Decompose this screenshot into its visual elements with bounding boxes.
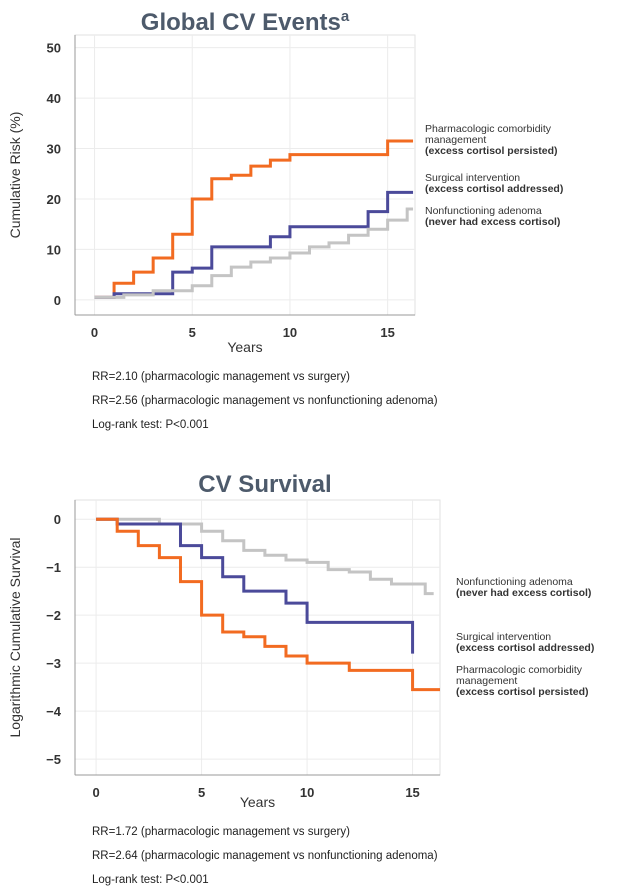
legend-entry: Pharmacologic comorbidity management (exc… — [456, 665, 588, 698]
title-text: CV Survival — [198, 471, 331, 498]
legend-note: (excess cortisol persisted) — [425, 145, 558, 157]
step-line — [96, 517, 440, 692]
y-tick-label: 50 — [47, 41, 61, 56]
footnote: RR=2.64 (pharmacologic management vs non… — [92, 850, 438, 862]
x-tick-label: 10 — [300, 785, 314, 800]
title-superscript: a — [341, 8, 350, 25]
y-tick-label: 40 — [47, 91, 61, 106]
y-tick-label: −3 — [46, 656, 61, 671]
step-line — [96, 517, 415, 654]
legend-entry: Nonfunctioning adenoma (never had excess … — [425, 206, 560, 228]
footnote: Log-rank test: P<0.001 — [92, 419, 209, 431]
y-tick-label: 30 — [47, 142, 61, 157]
y-tick-label: −4 — [46, 704, 62, 719]
y-tick-label: −5 — [46, 752, 61, 767]
legend-note: (never had excess cortisol) — [456, 587, 592, 599]
x-axis-label: Years — [240, 794, 275, 810]
step-line — [94, 190, 414, 299]
footnote: Log-rank test: P<0.001 — [92, 874, 209, 886]
legend-name: Surgical intervention — [425, 172, 521, 184]
legend-entry: Surgical intervention (excess cortisol ad… — [425, 173, 563, 195]
title-text: Global CV Events — [141, 9, 341, 36]
y-tick-label: 0 — [54, 293, 61, 308]
legend-entry: Surgical intervention (excess cortisol ad… — [456, 632, 594, 654]
footnote: RR=1.72 (pharmacologic management vs sur… — [92, 826, 350, 838]
legend-name: Nonfunctioning adenoma — [425, 205, 542, 217]
legend-note: (excess cortisol addressed) — [425, 183, 564, 195]
footnote: RR=2.10 (pharmacologic management vs sur… — [92, 371, 350, 383]
legend-note: (excess cortisol persisted) — [456, 686, 589, 698]
x-tick-label: 15 — [380, 325, 394, 340]
x-axis-label: Years — [227, 339, 262, 355]
y-tick-label: −1 — [46, 560, 61, 575]
legend-name: Pharmacologic comorbidity management — [425, 123, 552, 146]
y-axis-label: Cumulative Risk (%) — [7, 112, 23, 239]
y-tick-label: 10 — [47, 242, 61, 257]
y-tick-label: −2 — [46, 608, 61, 623]
x-tick-label: 10 — [283, 325, 297, 340]
legend-entry: Pharmacologic comorbidity management (exc… — [425, 124, 557, 157]
y-axis-label: Logarithmic Cumulative Survival — [7, 538, 23, 738]
footnote: RR=2.56 (pharmacologic management vs non… — [92, 395, 438, 407]
x-tick-label: 0 — [91, 325, 98, 340]
legend-note: (excess cortisol addressed) — [456, 642, 595, 654]
y-tick-label: 20 — [47, 192, 61, 207]
legend-entry: Nonfunctioning adenoma (never had excess … — [456, 577, 591, 599]
x-tick-label: 5 — [189, 325, 196, 340]
chart-title: Global CV Eventsa — [141, 8, 350, 36]
x-tick-label: 15 — [405, 785, 419, 800]
legend-note: (never had excess cortisol) — [425, 216, 561, 228]
y-tick-label: 0 — [54, 512, 61, 527]
chart-title: CV Survival — [198, 471, 331, 498]
x-tick-label: 0 — [92, 785, 99, 800]
step-line — [94, 139, 414, 299]
legend-name: Pharmacologic comorbidity management — [456, 664, 583, 687]
legend-name: Surgical intervention — [456, 631, 552, 643]
step-line — [94, 207, 414, 299]
step-line — [96, 517, 434, 596]
x-tick-label: 5 — [198, 785, 205, 800]
legend-name: Nonfunctioning adenoma — [456, 576, 573, 588]
